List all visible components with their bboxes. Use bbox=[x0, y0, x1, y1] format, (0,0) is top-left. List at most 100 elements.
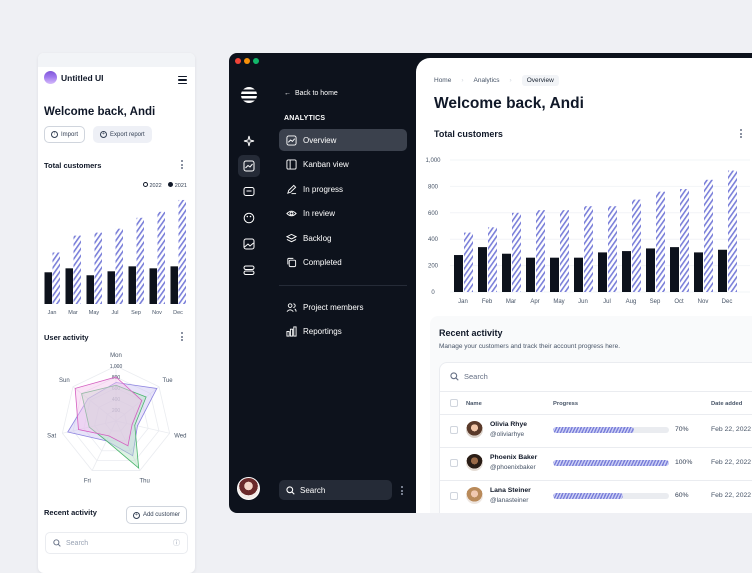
y-tick-label: 1,000 bbox=[425, 158, 441, 164]
column-header-progress[interactable]: Progress bbox=[553, 401, 579, 407]
mobile-brand[interactable]: Untitled UI bbox=[44, 71, 104, 84]
nav-label: In progress bbox=[303, 184, 344, 194]
brand-logo-icon[interactable] bbox=[241, 87, 257, 103]
nav-item-in-progress[interactable]: In progress bbox=[279, 178, 407, 200]
search-placeholder: Search bbox=[66, 539, 89, 547]
rail-chat-icon[interactable] bbox=[238, 181, 260, 203]
radar-tick-label: 600 bbox=[112, 386, 121, 392]
column-header-date[interactable]: Date added bbox=[711, 401, 743, 407]
column-header-name[interactable]: Name bbox=[466, 401, 482, 407]
mobile-search-input[interactable]: Search ⓘ bbox=[45, 532, 188, 554]
rail-analytics-icon[interactable] bbox=[238, 155, 260, 177]
radar-axis-label: Mon bbox=[110, 353, 122, 359]
total-customers-title: Total customers bbox=[434, 129, 503, 139]
help-icon[interactable]: ⓘ bbox=[173, 540, 180, 547]
nav-item-in-review[interactable]: In review bbox=[279, 202, 407, 224]
mobile-window-chrome bbox=[38, 53, 195, 67]
more-options-icon[interactable] bbox=[181, 160, 183, 171]
radar-spoke bbox=[72, 386, 117, 422]
row-checkbox[interactable] bbox=[450, 459, 458, 467]
bar-2022 bbox=[608, 206, 617, 292]
window-minimize-dot[interactable] bbox=[244, 58, 250, 64]
add-customer-label: Add customer bbox=[142, 512, 180, 518]
more-options-icon[interactable] bbox=[740, 129, 742, 140]
nav-item-overview[interactable]: Overview bbox=[279, 129, 407, 151]
hamburger-menu-icon[interactable] bbox=[178, 76, 187, 86]
radar-spoke bbox=[115, 420, 170, 434]
nav-item-project-members[interactable]: Project members bbox=[279, 296, 407, 318]
rail-toggle-icon[interactable] bbox=[238, 259, 260, 281]
rail-sparkle-icon[interactable] bbox=[238, 130, 260, 152]
nav-label: Completed bbox=[303, 257, 342, 267]
more-options-icon[interactable] bbox=[401, 486, 403, 497]
avatar[interactable] bbox=[237, 477, 260, 500]
bar-2022 bbox=[680, 189, 689, 292]
avatar bbox=[466, 487, 483, 504]
recent-activity-title: Recent activity bbox=[439, 328, 503, 338]
bar-2022 bbox=[560, 210, 569, 292]
row-progress-label: 100% bbox=[675, 459, 693, 466]
radar-axis-label: Thu bbox=[139, 478, 149, 484]
row-date: Feb 22, 2022 bbox=[711, 426, 752, 433]
bar-2022 bbox=[536, 210, 545, 292]
bar-2021 bbox=[646, 248, 655, 292]
import-button[interactable]: ↑ Import bbox=[44, 126, 86, 143]
bar-2022 bbox=[728, 170, 737, 292]
more-options-icon[interactable] bbox=[181, 332, 183, 343]
select-all-checkbox[interactable] bbox=[450, 399, 458, 407]
row-date: Feb 22, 2022 bbox=[711, 492, 752, 499]
mobile-customers-chart: Jan Mar May Jul Sep Nov Dec bbox=[44, 199, 186, 316]
bar-2021 bbox=[44, 272, 52, 304]
window-maximize-dot[interactable] bbox=[253, 58, 259, 64]
radar-tick-label: 1,000 bbox=[110, 364, 123, 370]
table-search-input[interactable]: Search bbox=[450, 372, 488, 381]
back-label: Back to home bbox=[295, 90, 338, 97]
export-label: Export report bbox=[110, 131, 145, 138]
brand-logo-icon bbox=[44, 71, 57, 84]
bar-2022 bbox=[704, 179, 713, 292]
nav-divider bbox=[279, 285, 407, 286]
columns-icon bbox=[286, 158, 297, 170]
x-tick-label: Jan bbox=[48, 310, 57, 316]
nav-item-reportings[interactable]: Reportings bbox=[279, 320, 407, 342]
y-tick-label: 200 bbox=[428, 264, 439, 270]
radar-grid bbox=[72, 376, 160, 462]
breadcrumb-analytics[interactable]: Analytics bbox=[473, 77, 500, 84]
page-title: Welcome back, Andi bbox=[434, 95, 584, 112]
back-to-home-link[interactable]: ← Back to home bbox=[284, 90, 338, 97]
breadcrumb-overview[interactable]: Overview bbox=[521, 75, 559, 86]
nav-item-kanban-view[interactable]: Kanban view bbox=[279, 153, 407, 175]
x-tick-label: Mar bbox=[506, 299, 516, 305]
bar-2021 bbox=[670, 247, 679, 292]
export-report-button[interactable]: + Export report bbox=[93, 126, 152, 143]
avatar bbox=[466, 421, 483, 438]
nav-label: Project members bbox=[303, 302, 364, 312]
x-tick-label: Sep bbox=[131, 310, 141, 316]
main-content: Home › Analytics › Overview Welcome back… bbox=[416, 58, 752, 513]
nav-item-completed[interactable]: Completed bbox=[279, 251, 407, 273]
search-icon bbox=[53, 539, 61, 547]
x-tick-label: Jul bbox=[111, 310, 118, 316]
bar-2022 bbox=[157, 211, 165, 304]
bar-2021 bbox=[107, 271, 115, 304]
user-activity-title: User activity bbox=[44, 333, 89, 342]
row-checkbox[interactable] bbox=[450, 426, 458, 434]
radar-axis-label: Sat bbox=[47, 434, 56, 440]
bar-2022 bbox=[464, 232, 473, 292]
nav-group-label: ANALYTICS bbox=[284, 115, 326, 122]
nav-item-backlog[interactable]: Backlog bbox=[279, 227, 407, 249]
rail-palette-icon[interactable] bbox=[238, 207, 260, 229]
window-close-dot[interactable] bbox=[235, 58, 241, 64]
sidebar-search-button[interactable]: Search bbox=[279, 480, 392, 500]
users-icon bbox=[286, 302, 297, 312]
breadcrumb-home[interactable]: Home bbox=[434, 77, 452, 84]
row-checkbox[interactable] bbox=[450, 492, 458, 500]
x-tick-label: Apr bbox=[530, 299, 539, 305]
bar-2021 bbox=[574, 257, 583, 292]
rail-image-icon[interactable] bbox=[238, 233, 260, 255]
chart-icon bbox=[286, 134, 297, 146]
radar-grid bbox=[94, 398, 138, 442]
add-customer-button[interactable]: + Add customer bbox=[125, 506, 187, 524]
bar-2021 bbox=[550, 257, 559, 292]
row-name: Olivia Rhye bbox=[490, 421, 528, 428]
